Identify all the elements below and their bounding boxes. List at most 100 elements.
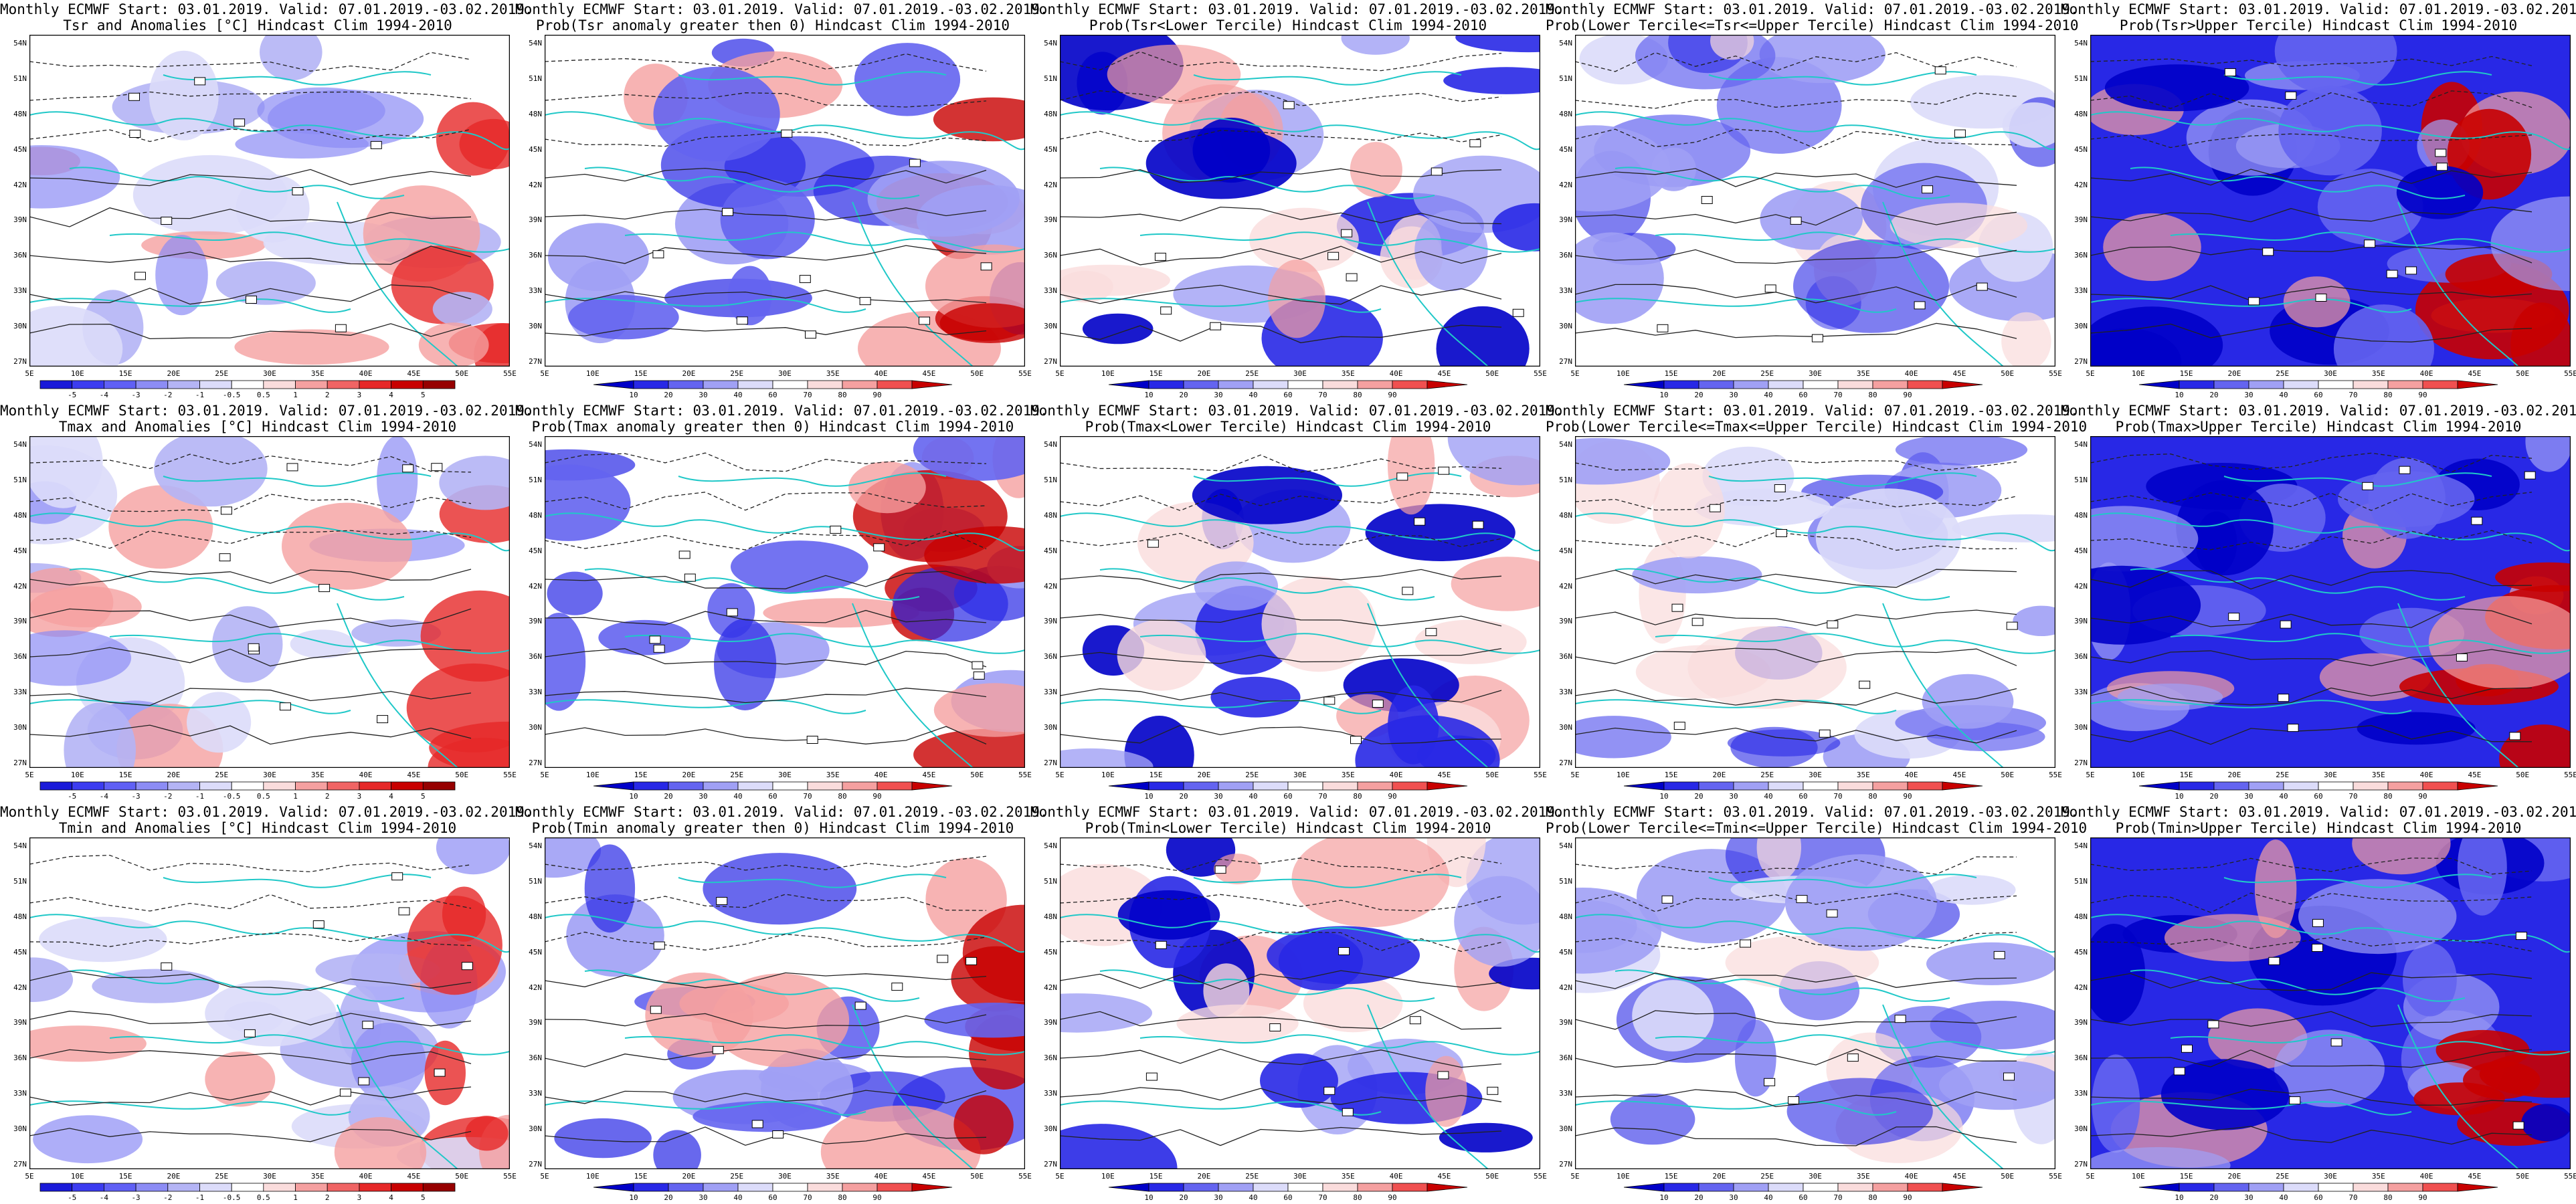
latitude-label: 51N (13, 475, 27, 484)
colorbar-tick-label: 70 (1833, 1193, 1843, 1202)
longitude-label: 35E (310, 771, 325, 779)
map-panel: Monthly ECMWF Start: 03.01.2019. Valid: … (1546, 401, 2087, 803)
colorbar-tick-label: 60 (2314, 391, 2323, 399)
latitude-label: 39N (13, 1018, 27, 1027)
field-region (1117, 619, 1206, 691)
station-marker (1922, 185, 1933, 194)
station-marker (2315, 294, 2327, 302)
station-marker (1894, 1015, 1906, 1023)
longitude-label: 30E (1293, 369, 1307, 378)
field-region (418, 322, 489, 367)
latitude-label: 36N (1559, 1054, 1572, 1063)
station-marker (1472, 520, 1484, 529)
longitude-label: 15E (2179, 369, 2193, 378)
longitude-label: 40E (874, 369, 888, 378)
contour-line (29, 323, 472, 340)
colorbar (2138, 1183, 2498, 1192)
station-marker (1764, 284, 1776, 293)
station-marker (2312, 944, 2323, 952)
colorbar-segment (1942, 781, 1983, 791)
coastline (545, 298, 866, 313)
colorbar-segment (1872, 781, 1908, 791)
panel-title: Prob(Tmin>Upper Tercile) Hindcast Clim 1… (2115, 820, 2522, 836)
station-marker (2509, 732, 2521, 740)
longitude-label: 45E (2468, 771, 2482, 779)
longitude-label: 45E (1437, 369, 1451, 378)
contour-line (2090, 285, 2533, 301)
contour-line (1575, 727, 2017, 744)
longitude-label: 20E (1197, 1172, 1211, 1181)
field-region (1785, 854, 1937, 951)
longitude-label: 20E (1712, 369, 1726, 378)
colorbar-tick-label: 20 (2209, 391, 2219, 399)
field-region (2333, 304, 2435, 367)
longitude-label: 50E (2516, 369, 2530, 378)
coastline (1615, 568, 1950, 601)
longitude-label: 35E (826, 771, 840, 779)
field-region (867, 161, 1020, 237)
colorbar-segment (668, 380, 704, 389)
longitude-label: 45E (1952, 771, 1966, 779)
colorbar-segment (1253, 380, 1289, 389)
coastline (2223, 874, 2492, 888)
colorbar-segment (1322, 781, 1358, 791)
coastline (584, 167, 920, 199)
longitude-label: 45E (407, 369, 421, 378)
contour-line (29, 724, 472, 745)
longitude-label: 50E (1485, 1172, 1499, 1181)
field-region (1734, 1019, 1776, 1097)
station-marker (1269, 1023, 1281, 1031)
coastline (852, 201, 974, 367)
contour-line (545, 492, 987, 511)
field-region (234, 329, 389, 365)
colorbar-tick-label: 3 (357, 1193, 362, 1202)
latitude-label: 45N (1559, 144, 1572, 154)
coastline (2090, 111, 2571, 150)
coastline (2090, 699, 2412, 714)
latitude-label: 48N (1044, 109, 1057, 118)
colorbar-tick-label: 80 (1353, 1193, 1362, 1202)
latitude-label: 30N (1044, 1124, 1057, 1134)
colorbar-tick-label: 30 (1214, 391, 1223, 399)
colorbar-tick-label: 5 (420, 1193, 426, 1202)
map-panel: Monthly ECMWF Start: 03.01.2019. Valid: … (2061, 401, 2576, 803)
station-marker (937, 955, 949, 963)
colorbar-segment (1872, 1183, 1908, 1192)
longitude-label: 50E (970, 771, 984, 779)
field-region (1414, 619, 1527, 664)
station-marker (678, 550, 691, 559)
field-region (439, 456, 510, 510)
colorbar-segment (842, 1183, 878, 1192)
coastline (678, 874, 947, 888)
longitude-label: 40E (1904, 771, 1918, 779)
colorbar-segment (295, 1183, 328, 1192)
coastline (29, 111, 510, 150)
contour-line (545, 894, 987, 911)
station-marker (1847, 1054, 1859, 1062)
station-marker (1327, 252, 1340, 260)
latitude-label: 27N (1559, 1160, 1572, 1169)
field-region (1575, 125, 1670, 212)
field-region (2283, 276, 2351, 328)
colorbar-segment (1427, 380, 1468, 389)
longitude-label: 5E (1570, 1172, 1580, 1181)
forecast-map (29, 35, 510, 367)
colorbar-tick-label: 1 (293, 391, 298, 399)
latitude-label: 54N (529, 440, 542, 449)
field-region (1694, 488, 1831, 526)
colorbar-segment (2283, 1183, 2319, 1192)
latitude-label: 51N (529, 74, 542, 83)
latitude-label: 39N (1044, 1018, 1057, 1027)
colorbar-tick-label: -5 (68, 391, 77, 399)
latitude-label: 51N (529, 475, 542, 484)
contour-line (1575, 248, 2017, 264)
contour-line (29, 284, 472, 305)
coastline (69, 167, 405, 199)
longitude-label: 30E (778, 369, 792, 378)
field-region (703, 853, 857, 925)
coastline (337, 603, 458, 768)
colorbar-tick-label: 40 (1764, 1193, 1773, 1202)
field-region (420, 590, 510, 682)
colorbar-tick-label: -3 (131, 792, 141, 801)
longitude-label: 20E (167, 369, 181, 378)
